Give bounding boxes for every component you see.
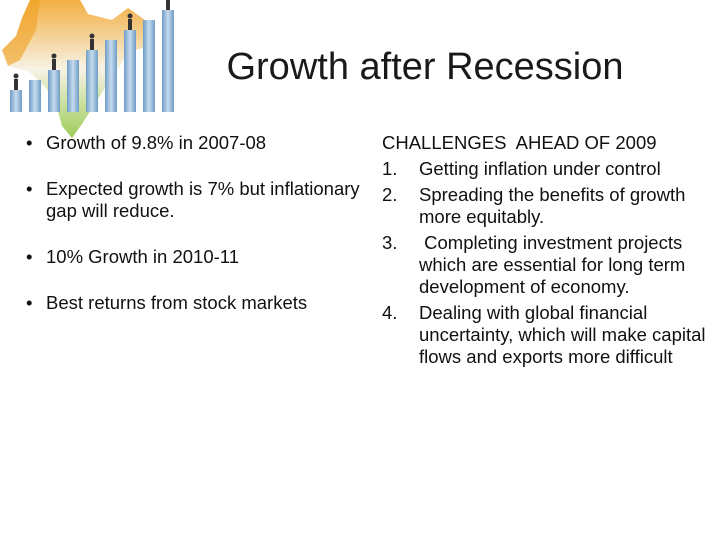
challenges-list: 1. Getting inflation under control 2. Spre… xyxy=(382,158,722,368)
india-growth-logo xyxy=(2,0,174,138)
item-text: Getting inflation under control xyxy=(419,158,661,179)
challenge-item: 2. Spreading the benefits of growth more … xyxy=(382,184,722,228)
climbing-figure xyxy=(89,33,95,50)
bullet-item: 10% Growth in 2010-11 xyxy=(26,246,361,268)
growth-bar xyxy=(29,80,41,112)
growth-bullet-list: Growth of 9.8% in 2007-08 Expected growt… xyxy=(26,132,361,314)
growth-bar xyxy=(143,20,155,112)
growth-bar xyxy=(10,90,22,112)
left-column: Growth of 9.8% in 2007-08 Expected growt… xyxy=(26,132,361,338)
bullet-item: Expected growth is 7% but inflationary g… xyxy=(26,178,361,222)
climbing-figure xyxy=(51,53,57,70)
item-text: Completing investment projects which are… xyxy=(419,232,691,297)
item-text: Dealing with global financial uncertaint… xyxy=(419,302,706,367)
item-number: 4. xyxy=(382,302,398,323)
right-column: CHALLENGES AHEAD OF 2009 1. Getting infla… xyxy=(382,132,722,372)
people-climbing-icon xyxy=(13,0,170,90)
growth-bar xyxy=(124,30,136,112)
growth-bar xyxy=(67,60,79,112)
challenge-item: 4. Dealing with global financial uncertai… xyxy=(382,302,722,368)
item-number: 3. xyxy=(382,232,398,253)
challenges-heading: CHALLENGES AHEAD OF 2009 xyxy=(382,132,657,153)
slide-title: Growth after Recession xyxy=(226,46,624,88)
challenge-item: 3. Completing investment projects which … xyxy=(382,232,722,298)
climbing-figure xyxy=(13,73,19,90)
bullet-item: Best returns from stock markets xyxy=(26,292,361,314)
bullet-item: Growth of 9.8% in 2007-08 xyxy=(26,132,361,154)
item-text: Spreading the benefits of growth more eq… xyxy=(419,184,686,227)
climbing-figure xyxy=(166,0,170,10)
growth-bar xyxy=(105,40,117,112)
growth-bar xyxy=(162,10,174,112)
item-number: 1. xyxy=(382,158,398,179)
growth-bars xyxy=(10,10,174,112)
growth-bar xyxy=(86,50,98,112)
challenge-item: 1. Getting inflation under control xyxy=(382,158,722,180)
growth-bar xyxy=(48,70,60,112)
climbing-figure xyxy=(127,13,133,30)
item-number: 2. xyxy=(382,184,398,205)
